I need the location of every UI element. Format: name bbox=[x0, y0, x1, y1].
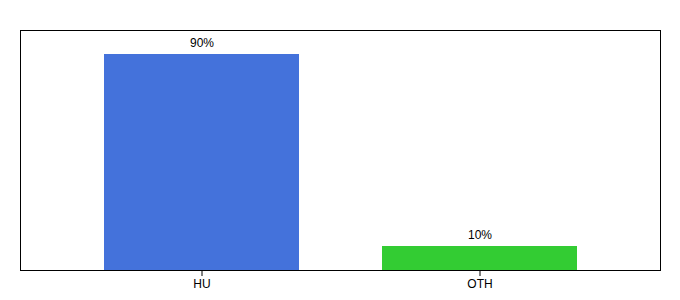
svg-text:90%: 90% bbox=[190, 36, 214, 50]
svg-text:OTH: OTH bbox=[467, 277, 492, 291]
svg-text:HU: HU bbox=[193, 277, 210, 291]
svg-text:10%: 10% bbox=[468, 228, 492, 242]
